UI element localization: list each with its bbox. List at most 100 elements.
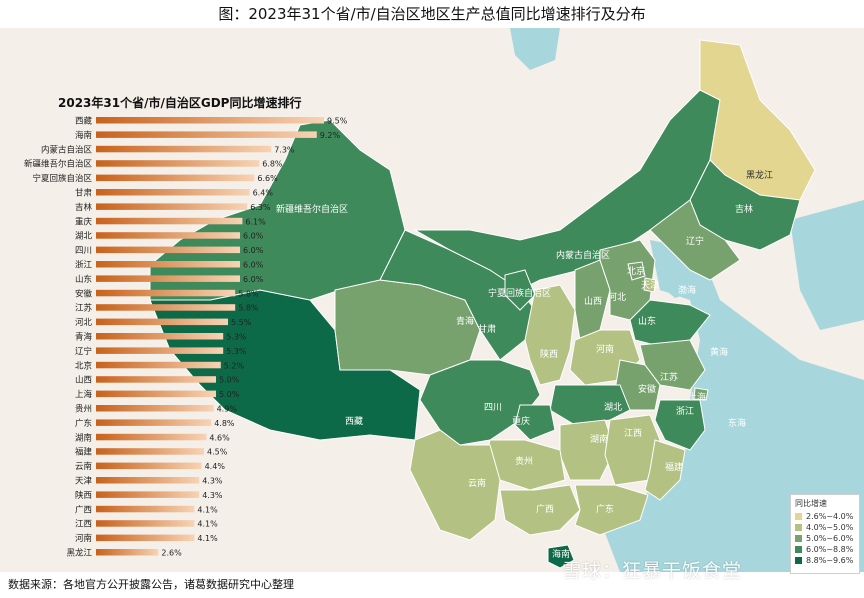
bar xyxy=(96,261,240,268)
bar xyxy=(96,246,240,254)
bar-value-label: 6.0% xyxy=(243,261,264,270)
legend-swatch xyxy=(795,557,802,564)
bar xyxy=(96,433,207,441)
province-labels: 西藏 新疆维吾尔自治区 内蒙古自治区 黑龙江 吉林 辽宁 北京 天津 河北 山西… xyxy=(276,169,773,560)
bar-value-label: 4.1% xyxy=(197,520,218,529)
label-henan: 河南 xyxy=(596,343,614,355)
label-heilongjiang: 黑龙江 xyxy=(746,169,773,181)
bar-value-label: 5.8% xyxy=(238,304,259,313)
region-tianjin xyxy=(643,277,657,293)
label-sichuan: 四川 xyxy=(484,403,502,413)
label-shandong: 山东 xyxy=(638,315,656,327)
bar xyxy=(96,376,216,383)
region-shaanxi xyxy=(524,284,576,386)
bar xyxy=(96,333,224,340)
legend-item: 6.0%~8.8% xyxy=(795,545,855,554)
label-yunnan: 云南 xyxy=(468,477,486,489)
bar xyxy=(96,520,195,527)
bar xyxy=(96,275,240,282)
label-guizhou: 贵州 xyxy=(515,455,533,467)
bar-category-label: 天津 xyxy=(75,476,93,487)
bar xyxy=(96,203,248,210)
bar xyxy=(96,131,317,138)
legend-item: 4.0%~5.0% xyxy=(795,523,855,532)
bar-category-label: 贵州 xyxy=(75,404,92,415)
legend-label: 4.0%~5.0% xyxy=(806,523,854,532)
region-shanghai xyxy=(693,387,709,401)
label-shanxi: 山西 xyxy=(584,296,602,307)
china-map: 西藏 新疆维吾尔自治区 内蒙古自治区 黑龙江 吉林 辽宁 北京 天津 河北 山西… xyxy=(0,28,864,572)
bar-value-label: 9.5% xyxy=(327,117,348,126)
bar-value-label: 9.2% xyxy=(320,131,341,140)
bar-category-label: 重庆 xyxy=(75,216,93,227)
bar-category-label: 宁夏回族自治区 xyxy=(32,173,92,184)
label-beijing: 北京 xyxy=(627,265,645,277)
bar-value-label: 6.6% xyxy=(257,174,278,183)
bar-value-label: 6.0% xyxy=(243,275,264,284)
label-ningxia: 宁夏回族自治区 xyxy=(488,287,551,299)
bar-category-label: 内蒙古自治区 xyxy=(41,144,93,155)
legend-label: 2.6%~4.0% xyxy=(806,512,854,521)
label-donghai: 东海 xyxy=(728,417,746,429)
sea-japan xyxy=(790,200,864,330)
bar-value-label: 4.8% xyxy=(214,419,235,428)
region-beijing xyxy=(627,261,646,281)
bar xyxy=(96,117,324,124)
bar-value-label: 5.8% xyxy=(238,289,259,298)
bar-value-label: 4.6% xyxy=(209,433,230,442)
bar-value-label: 4.1% xyxy=(197,505,218,514)
map-legend: 同比增速 2.6%~4.0% 4.0%~5.0% 5.0%~6.0% 6.0%~8.8… xyxy=(790,494,860,574)
region-shandong xyxy=(629,299,711,346)
label-jilin: 吉林 xyxy=(735,203,753,215)
label-hunan: 湖南 xyxy=(590,433,608,445)
bar-value-label: 4.3% xyxy=(202,491,223,500)
bar-category-label: 云南 xyxy=(75,461,92,472)
bar-value-label: 5.0% xyxy=(219,390,240,399)
bar-category-label: 湖南 xyxy=(75,432,92,443)
label-huanghai: 黄海 xyxy=(710,346,728,358)
bar xyxy=(96,462,202,470)
label-xizang: 西藏 xyxy=(345,415,363,427)
bar-value-label: 6.1% xyxy=(245,217,266,226)
bar-value-label: 2.6% xyxy=(161,549,182,558)
label-neimenggu: 内蒙古自治区 xyxy=(556,249,610,261)
label-shanghai: 上海 xyxy=(688,391,706,403)
bar-value-label: 6.8% xyxy=(262,160,283,169)
bar-value-label: 4.9% xyxy=(217,405,238,414)
bar-value-label: 5.5% xyxy=(231,318,252,327)
bar xyxy=(96,217,243,225)
bar xyxy=(96,390,216,398)
bar xyxy=(96,549,159,556)
bar-category-label: 新疆维吾尔自治区 xyxy=(24,159,93,170)
lake-baikal xyxy=(510,28,560,70)
bar-category-label: 河北 xyxy=(75,317,93,328)
legend-item: 5.0%~6.0% xyxy=(795,534,855,543)
bar xyxy=(96,477,200,484)
bar xyxy=(96,534,195,542)
region-fujian xyxy=(644,439,686,501)
region-zhejiang xyxy=(654,399,706,451)
legend-label: 6.0%~8.8% xyxy=(806,545,854,554)
bar xyxy=(96,160,260,167)
label-jiangxi: 江西 xyxy=(624,428,642,439)
label-qinghai: 青海 xyxy=(456,315,474,327)
region-ningxia xyxy=(504,269,536,311)
label-jiangsu: 江苏 xyxy=(660,371,678,383)
bar-value-label: 4.5% xyxy=(207,448,228,457)
bar xyxy=(96,405,214,412)
bar xyxy=(96,347,224,354)
region-chongqing xyxy=(514,404,556,441)
legend-swatch xyxy=(795,546,802,553)
bar xyxy=(96,232,240,239)
legend-title: 同比增速 xyxy=(795,499,827,508)
label-guangxi: 广西 xyxy=(536,503,554,515)
watermark: 雪球：狂暴干饭食堂 xyxy=(562,560,743,582)
region-liaoning xyxy=(649,199,741,281)
bar-category-label: 黑龙江 xyxy=(66,548,92,559)
bar-category-label: 山西 xyxy=(75,375,92,386)
label-gansu: 甘肃 xyxy=(478,323,496,335)
bar-value-label: 4.1% xyxy=(197,534,218,543)
bar xyxy=(96,318,228,326)
bar-category-label: 西藏 xyxy=(75,116,93,127)
label-hebei: 河北 xyxy=(608,291,626,303)
